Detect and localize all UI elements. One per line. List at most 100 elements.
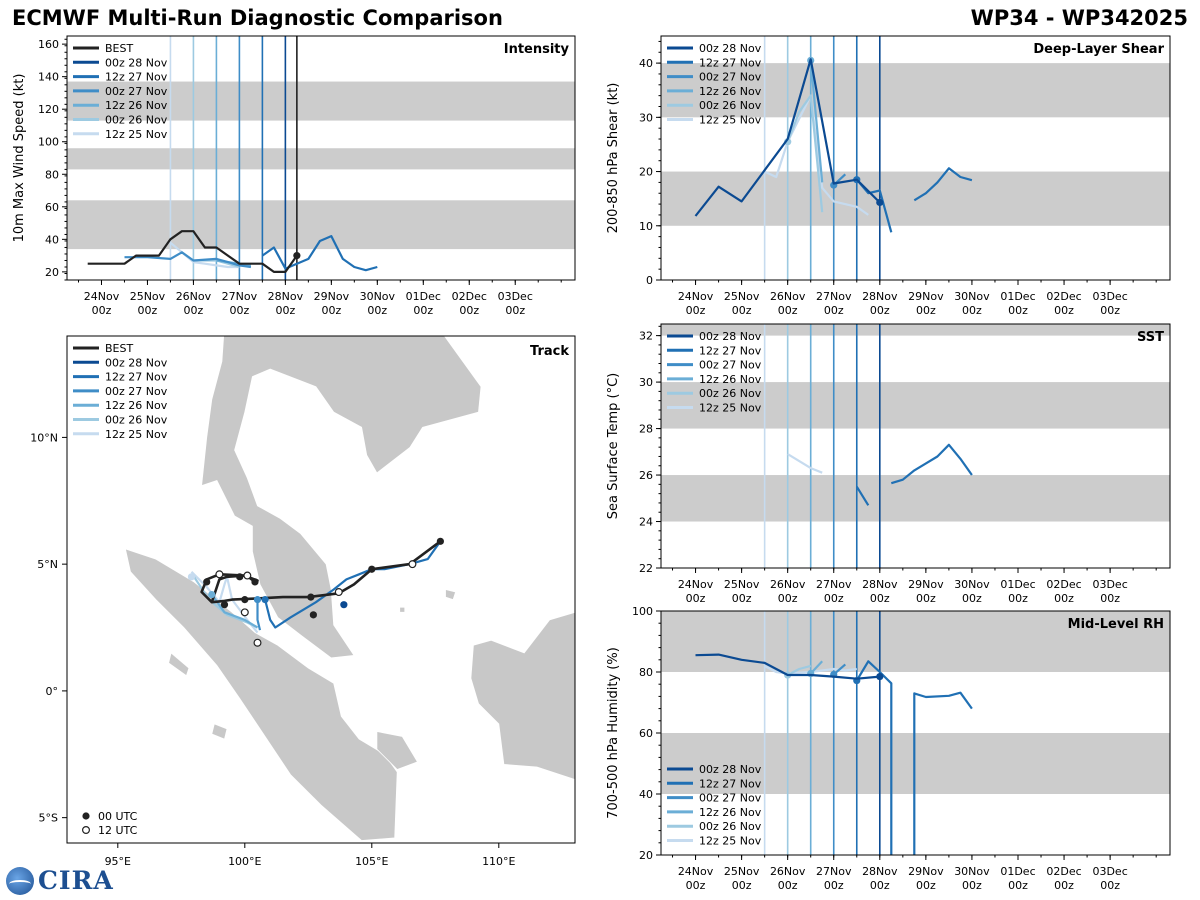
- track-marker-r00z27: [253, 596, 262, 604]
- best-point-12utc: [240, 608, 249, 617]
- x-tick-label: 02Dec: [452, 290, 487, 303]
- x-tick-label: 00z: [870, 879, 890, 892]
- x-tick-label: 00z: [732, 879, 752, 892]
- x-tick-label: 00z: [732, 304, 752, 317]
- shaded-band: [661, 611, 1170, 672]
- panel-title: Track: [530, 344, 569, 359]
- x-tick-label: 00z: [1100, 879, 1120, 892]
- x-tick-label: 03Dec: [1092, 290, 1127, 303]
- land-nias: [168, 652, 190, 677]
- series-line-r12z27: [855, 660, 973, 855]
- shaded-band: [661, 382, 1170, 429]
- legend-label-r12z27: 12z 27 Nov: [699, 777, 762, 790]
- x-tick-label: 27Nov: [816, 290, 852, 303]
- y-tick-label: 80: [45, 168, 59, 181]
- x-tick-label: 25Nov: [724, 290, 760, 303]
- x-tick-label: 29Nov: [908, 865, 944, 878]
- x-tick-label: 01Dec: [1000, 578, 1035, 591]
- x-tick-label: 25Nov: [130, 290, 166, 303]
- land-layer: [124, 336, 575, 843]
- legend-label-r12z25: 12z 25 Nov: [699, 402, 762, 415]
- x-tick-label: 00z: [1054, 592, 1074, 605]
- x-tick-label: 03Dec: [1092, 865, 1127, 878]
- best-point-12utc: [215, 570, 224, 579]
- series-line-r00z28: [695, 653, 880, 680]
- x-tick-label: 00z: [824, 304, 844, 317]
- legend-label-r12z25: 12z 25 Nov: [105, 128, 168, 141]
- legend-label-r00z28: 00z 28 Nov: [699, 42, 762, 55]
- y-tick-label: 80: [639, 666, 653, 679]
- best-point-00utc: [436, 537, 444, 545]
- track-marker-r12z27: [261, 596, 269, 604]
- shaded-band: [661, 324, 1170, 336]
- x-tick-label: 00z: [459, 304, 479, 317]
- track-line-r00z27: [256, 599, 262, 631]
- legend-label-r12z26: 12z 26 Nov: [699, 806, 762, 819]
- x-tick-label: 00z: [686, 592, 706, 605]
- x-tick-label: 26Nov: [770, 290, 806, 303]
- shaded-band: [661, 733, 1170, 794]
- best-point-00utc: [251, 578, 259, 586]
- x-tick-label: 29Nov: [908, 578, 944, 591]
- lat-tick-label: 5°S: [39, 812, 58, 825]
- legend-label-r12z26: 12z 26 Nov: [699, 85, 762, 98]
- panel-rh: 2040608010024Nov00z25Nov00z26Nov00z27Nov…: [606, 605, 1171, 892]
- x-tick-label: 00z: [230, 304, 250, 317]
- x-tick-label: 28Nov: [862, 578, 898, 591]
- y-axis-label: 200-850 hPa Shear (kt): [606, 83, 621, 234]
- track-marker-r12z25: [187, 573, 196, 581]
- x-tick-label: 02Dec: [1046, 290, 1081, 303]
- x-tick-label: 00z: [870, 592, 890, 605]
- x-tick-label: 30Nov: [954, 578, 990, 591]
- x-tick-label: 00z: [686, 879, 706, 892]
- lat-tick-label: 0°: [46, 685, 59, 698]
- x-tick-label: 00z: [916, 304, 936, 317]
- y-tick-label: 10: [639, 220, 653, 233]
- x-tick-label: 00z: [870, 304, 890, 317]
- legend-label-r00z28: 00z 28 Nov: [105, 56, 168, 69]
- series-line-r12z27: [855, 443, 973, 506]
- shaded-band: [661, 63, 1170, 118]
- land-natuna: [445, 588, 457, 601]
- y-tick-label: 40: [639, 57, 653, 70]
- x-tick-label: 00z: [1008, 879, 1028, 892]
- y-tick-label: 100: [38, 136, 59, 149]
- legend-label-r12z26: 12z 26 Nov: [699, 373, 762, 386]
- series-line-r12z27: [261, 235, 378, 272]
- x-tick-label: 24Nov: [678, 865, 714, 878]
- track-marker-r00z28: [340, 601, 348, 609]
- x-tick-label: 24Nov: [678, 290, 714, 303]
- panel-intensity: 2040608010012014016024Nov00z25Nov00z26No…: [12, 35, 576, 317]
- land-anambas: [399, 606, 406, 613]
- utc00-label: 00 UTC: [98, 810, 138, 823]
- panel-frame: [66, 335, 576, 844]
- legend-label-BEST: BEST: [105, 342, 133, 355]
- x-tick-label: 26Nov: [770, 578, 806, 591]
- best-point-12utc: [243, 571, 252, 580]
- shaded-band: [67, 81, 575, 121]
- best-point-12utc: [408, 560, 417, 569]
- lat-tick-label: 10°N: [30, 431, 58, 444]
- best-point-12utc: [253, 638, 262, 647]
- storm-id: WP34 - WP342025: [970, 6, 1188, 30]
- best-point-00utc: [236, 573, 244, 581]
- panel-frame: [66, 35, 576, 281]
- y-tick-label: 20: [639, 166, 653, 179]
- x-tick-label: 01Dec: [406, 290, 441, 303]
- x-tick-label: 30Nov: [360, 290, 396, 303]
- y-tick-label: 30: [639, 376, 653, 389]
- y-tick-label: 100: [632, 605, 653, 618]
- legend-label-r12z27: 12z 27 Nov: [105, 71, 168, 84]
- series-line-r12z26: [809, 60, 824, 183]
- legend-label-r12z25: 12z 25 Nov: [699, 114, 762, 127]
- y-tick-label: 60: [45, 201, 59, 214]
- x-tick-label: 00z: [1100, 592, 1120, 605]
- legend-label-r00z26: 00z 26 Nov: [105, 414, 168, 427]
- panel-track: 95°E 100°E 105°E 110°E 5°S 0° 5°N 10°N Track BEST…: [30, 335, 576, 868]
- legend-label-r12z27: 12z 27 Nov: [699, 344, 762, 357]
- x-tick-label: 03Dec: [1092, 578, 1127, 591]
- y-tick-label: 160: [38, 38, 59, 51]
- cira-logo: CIRA: [6, 866, 114, 895]
- x-tick-label: 00z: [824, 879, 844, 892]
- legend-label-r00z28: 00z 28 Nov: [105, 356, 168, 369]
